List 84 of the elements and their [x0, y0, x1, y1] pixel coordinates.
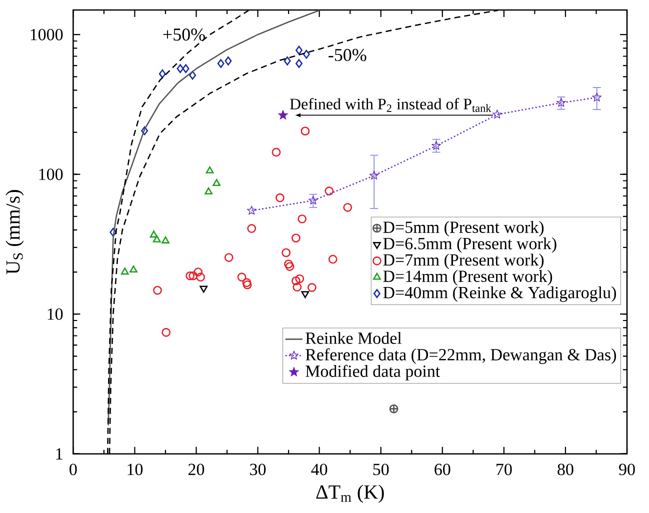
point — [162, 328, 171, 337]
point — [592, 92, 602, 102]
point — [130, 266, 138, 273]
point — [492, 110, 502, 119]
point — [298, 214, 307, 224]
point — [200, 286, 208, 293]
point — [206, 166, 214, 174]
legend-label: D=14mm (Present work) — [383, 270, 552, 286]
point — [272, 148, 281, 157]
point — [324, 186, 334, 196]
point — [301, 291, 310, 298]
annotation: -50% — [328, 48, 366, 62]
point — [302, 50, 310, 59]
annotation: Defined with P$_{2}$ instead of P$_{tank}$ — [290, 98, 492, 112]
point — [369, 170, 379, 180]
point — [556, 98, 566, 107]
x-tick-label: 80 — [558, 464, 574, 476]
x-tick-label: 0 — [70, 464, 77, 476]
point — [307, 283, 316, 292]
legend-label: Reinke Model — [306, 332, 402, 344]
point — [282, 248, 291, 258]
point — [291, 234, 300, 243]
legend-label: D=40mm (Reinke & Yadigaroglu) — [383, 286, 616, 302]
point — [296, 46, 303, 55]
point — [120, 268, 129, 275]
x-tick-label: 30 — [250, 464, 266, 476]
point — [189, 70, 196, 80]
point — [182, 64, 190, 74]
point — [141, 126, 148, 136]
point — [291, 276, 300, 286]
x-tick-label: 90 — [619, 464, 635, 476]
x-tick-label: 20 — [188, 464, 204, 476]
point — [162, 236, 170, 244]
point — [224, 56, 232, 66]
y-tick-label: 100 — [39, 168, 63, 180]
point — [110, 228, 117, 237]
point — [328, 254, 338, 264]
point — [152, 235, 161, 242]
point — [217, 59, 224, 68]
point — [194, 268, 203, 277]
point — [204, 187, 212, 194]
point — [158, 69, 166, 78]
x-tick-label: 60 — [434, 464, 450, 476]
point — [278, 110, 288, 119]
y-tick-label: 1 — [56, 448, 62, 460]
point — [292, 282, 302, 292]
legend-label: D=5mm (Present work) — [383, 221, 544, 237]
x-tick-label: 40 — [311, 464, 328, 476]
point — [432, 141, 441, 150]
point — [296, 59, 303, 68]
point — [188, 271, 198, 280]
y-tick-label: 1000 — [30, 28, 63, 40]
point — [153, 286, 162, 295]
point — [295, 274, 304, 284]
point — [242, 280, 252, 290]
point — [196, 272, 206, 282]
y-tick-label: 10 — [48, 308, 63, 320]
legend-label: D=7mm (Present work) — [383, 254, 544, 270]
x-tick-label: 70 — [496, 464, 512, 476]
point — [224, 253, 234, 262]
y-axis-title: U$_{S}$ (mm/s) — [6, 190, 24, 274]
annotation: +50% — [163, 28, 205, 41]
point — [150, 230, 158, 238]
point — [284, 260, 294, 269]
legend-label: D=6.5mm (Present work) — [383, 237, 556, 253]
x-tick-label: 50 — [373, 464, 389, 476]
point — [275, 193, 284, 202]
legend-label: Reference data (D=22mm, Dewangan & Das) — [306, 348, 616, 364]
point — [186, 271, 195, 280]
point — [389, 404, 398, 414]
x-tick-label: 10 — [128, 464, 143, 476]
point — [237, 272, 246, 282]
legend-label: Modified data point — [306, 364, 440, 381]
point — [284, 56, 291, 66]
point — [246, 206, 256, 215]
point — [176, 64, 184, 74]
point — [343, 203, 352, 212]
point — [247, 224, 256, 233]
point — [212, 179, 220, 186]
point — [300, 126, 310, 136]
x-axis-title: ΔT$_{m}$ (K) — [316, 484, 384, 503]
point — [285, 262, 294, 272]
point — [242, 278, 252, 288]
point — [308, 196, 318, 205]
